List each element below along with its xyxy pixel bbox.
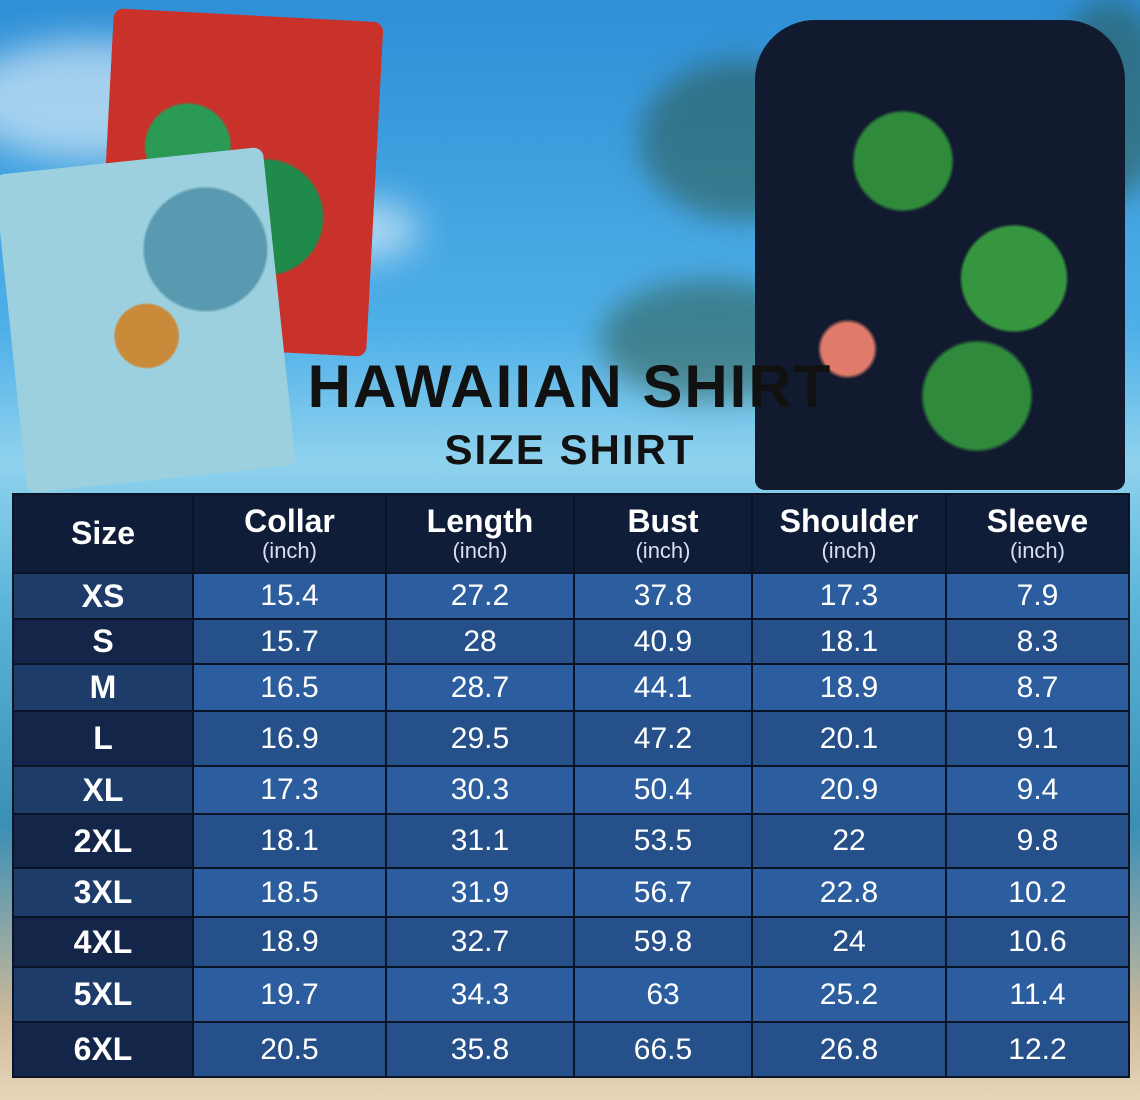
header-unit: (inch): [635, 537, 691, 563]
cell-shoulder: 18.9: [751, 663, 947, 712]
cell-collar: 18.5: [192, 867, 387, 918]
cell-shoulder: 18.1: [751, 618, 947, 665]
header-label: Shoulder: [779, 503, 919, 540]
cell-collar: 20.5: [192, 1021, 387, 1078]
cell-shoulder: 22.8: [751, 867, 947, 918]
page-title: HAWAIIAN SHIRT: [307, 353, 833, 420]
table-row: L 16.9 29.5 47.2 20.1 9.1: [12, 710, 1130, 767]
cell-length: 32.7: [385, 916, 575, 968]
cell-collar: 18.1: [192, 813, 387, 869]
cell-sleeve: 10.6: [945, 916, 1130, 968]
cell-shoulder: 17.3: [751, 572, 947, 620]
header-collar: Collar (inch): [192, 493, 387, 574]
cell-size: XL: [12, 765, 194, 815]
cell-sleeve: 8.3: [945, 618, 1130, 665]
header-unit: (inch): [261, 537, 317, 563]
cell-sleeve: 9.1: [945, 710, 1130, 767]
cell-collar: 16.5: [192, 663, 387, 712]
cell-sleeve: 7.9: [945, 572, 1130, 620]
table-row: 2XL 18.1 31.1 53.5 22 9.8: [12, 813, 1130, 869]
cell-length: 29.5: [385, 710, 575, 767]
cell-collar: 18.9: [192, 916, 387, 968]
cell-bust: 63: [573, 966, 753, 1023]
header-label: Bust: [627, 503, 699, 540]
page-subtitle: SIZE SHIRT: [444, 426, 696, 473]
cell-bust: 40.9: [573, 618, 753, 665]
cell-shoulder: 25.2: [751, 966, 947, 1023]
cell-sleeve: 8.7: [945, 663, 1130, 712]
table-row: M 16.5 28.7 44.1 18.9 8.7: [12, 663, 1130, 712]
table-row: 3XL 18.5 31.9 56.7 22.8 10.2: [12, 867, 1130, 918]
cell-bust: 53.5: [573, 813, 753, 869]
blue-shirt-image: [0, 146, 296, 494]
cell-shoulder: 20.1: [751, 710, 947, 767]
cell-collar: 15.4: [192, 572, 387, 620]
cell-length: 31.9: [385, 867, 575, 918]
cell-length: 30.3: [385, 765, 575, 815]
cell-size: 6XL: [12, 1021, 194, 1078]
cell-sleeve: 9.4: [945, 765, 1130, 815]
cell-size: M: [12, 663, 194, 712]
cell-collar: 17.3: [192, 765, 387, 815]
header-unit: (inch): [821, 537, 877, 563]
cell-bust: 56.7: [573, 867, 753, 918]
cell-bust: 50.4: [573, 765, 753, 815]
header-bust: Bust (inch): [573, 493, 753, 574]
cell-size: 3XL: [12, 867, 194, 918]
cell-size: 4XL: [12, 916, 194, 968]
header-label: Sleeve: [986, 503, 1089, 540]
size-chart-table: Size Collar (inch) Length (inch) Bust (inch…: [12, 493, 1130, 1078]
cell-sleeve: 9.8: [945, 813, 1130, 869]
cell-length: 35.8: [385, 1021, 575, 1078]
cell-size: 2XL: [12, 813, 194, 869]
cell-length: 31.1: [385, 813, 575, 869]
model-flamingo-shirt-image: [755, 20, 1125, 490]
cell-sleeve: 11.4: [945, 966, 1130, 1023]
header-sleeve: Sleeve (inch): [945, 493, 1130, 574]
table-row: 6XL 20.5 35.8 66.5 26.8 12.2: [12, 1021, 1130, 1078]
cell-shoulder: 26.8: [751, 1021, 947, 1078]
table-row: 5XL 19.7 34.3 63 25.2 11.4: [12, 966, 1130, 1023]
cell-size: S: [12, 618, 194, 665]
table-row: S 15.7 28 40.9 18.1 8.3: [12, 618, 1130, 665]
cell-shoulder: 20.9: [751, 765, 947, 815]
table-header-row: Size Collar (inch) Length (inch) Bust (inch…: [12, 493, 1130, 574]
cell-size: XS: [12, 572, 194, 620]
cell-collar: 15.7: [192, 618, 387, 665]
header-length: Length (inch): [385, 493, 575, 574]
cell-shoulder: 24: [751, 916, 947, 968]
header-unit: (inch): [1009, 537, 1065, 563]
cell-size: L: [12, 710, 194, 767]
cell-length: 34.3: [385, 966, 575, 1023]
cell-length: 27.2: [385, 572, 575, 620]
table-row: 4XL 18.9 32.7 59.8 24 10.6: [12, 916, 1130, 968]
cell-sleeve: 12.2: [945, 1021, 1130, 1078]
header-size: Size: [12, 493, 194, 574]
header-label: Length: [426, 503, 534, 540]
cell-size: 5XL: [12, 966, 194, 1023]
cell-shoulder: 22: [751, 813, 947, 869]
cell-bust: 59.8: [573, 916, 753, 968]
cell-sleeve: 10.2: [945, 867, 1130, 918]
header-unit: (inch): [452, 537, 508, 563]
cell-bust: 66.5: [573, 1021, 753, 1078]
cell-collar: 19.7: [192, 966, 387, 1023]
cell-bust: 44.1: [573, 663, 753, 712]
table-row: XS 15.4 27.2 37.8 17.3 7.9: [12, 572, 1130, 620]
table-row: XL 17.3 30.3 50.4 20.9 9.4: [12, 765, 1130, 815]
header-label: Size: [70, 514, 136, 551]
cell-collar: 16.9: [192, 710, 387, 767]
cell-bust: 37.8: [573, 572, 753, 620]
header-shoulder: Shoulder (inch): [751, 493, 947, 574]
cell-bust: 47.2: [573, 710, 753, 767]
cell-length: 28.7: [385, 663, 575, 712]
cell-length: 28: [385, 618, 575, 665]
header-label: Collar: [244, 503, 335, 540]
